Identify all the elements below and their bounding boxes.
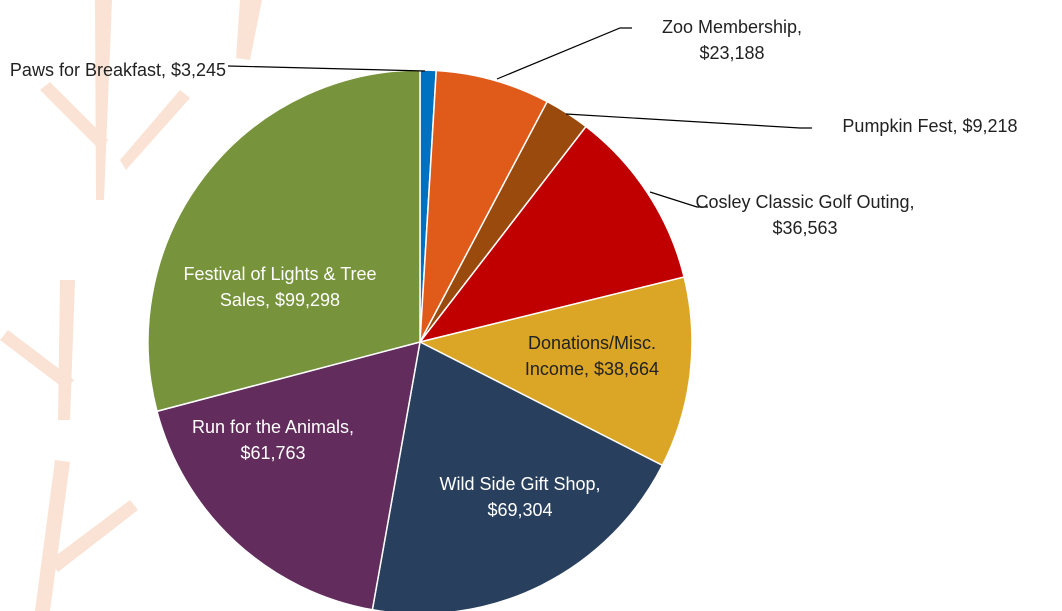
label-category: Cosley Classic Golf Outing bbox=[695, 192, 914, 212]
label-value: $38,664 bbox=[594, 359, 659, 379]
label-category: Wild Side Gift Shop bbox=[439, 474, 600, 494]
label-category: Zoo Membership bbox=[662, 17, 802, 37]
label-value: $99,298 bbox=[275, 290, 340, 310]
label-category: Run for the Animals bbox=[192, 417, 354, 437]
data-label: Paws for Breakfast $3,245 bbox=[3, 57, 233, 83]
data-label: Festival of Lights & Tree Sales $99,298 bbox=[170, 261, 390, 313]
label-category: Paws for Breakfast bbox=[10, 60, 166, 80]
leader-line bbox=[497, 28, 632, 79]
leader-line bbox=[566, 114, 812, 128]
label-value: $3,245 bbox=[171, 60, 226, 80]
data-label: Pumpkin Fest $9,218 bbox=[800, 113, 1060, 139]
label-category: Pumpkin Fest bbox=[842, 116, 957, 136]
data-label: Zoo Membership $23,188 bbox=[637, 14, 827, 66]
data-label: Donations/Misc. Income $38,664 bbox=[502, 330, 682, 382]
data-label: Cosley Classic Golf Outing $36,563 bbox=[695, 189, 915, 241]
leader-line bbox=[228, 66, 425, 71]
data-label: Run for the Animals $61,763 bbox=[163, 414, 383, 466]
label-value: $23,188 bbox=[699, 43, 764, 63]
label-value: $69,304 bbox=[487, 500, 552, 520]
page: {"chart_data": {"type": "pie", "categori… bbox=[0, 0, 1062, 611]
data-label: Wild Side Gift Shop $69,304 bbox=[415, 471, 625, 523]
label-value: $61,763 bbox=[240, 443, 305, 463]
label-value: $36,563 bbox=[772, 218, 837, 238]
label-value: $9,218 bbox=[963, 116, 1018, 136]
